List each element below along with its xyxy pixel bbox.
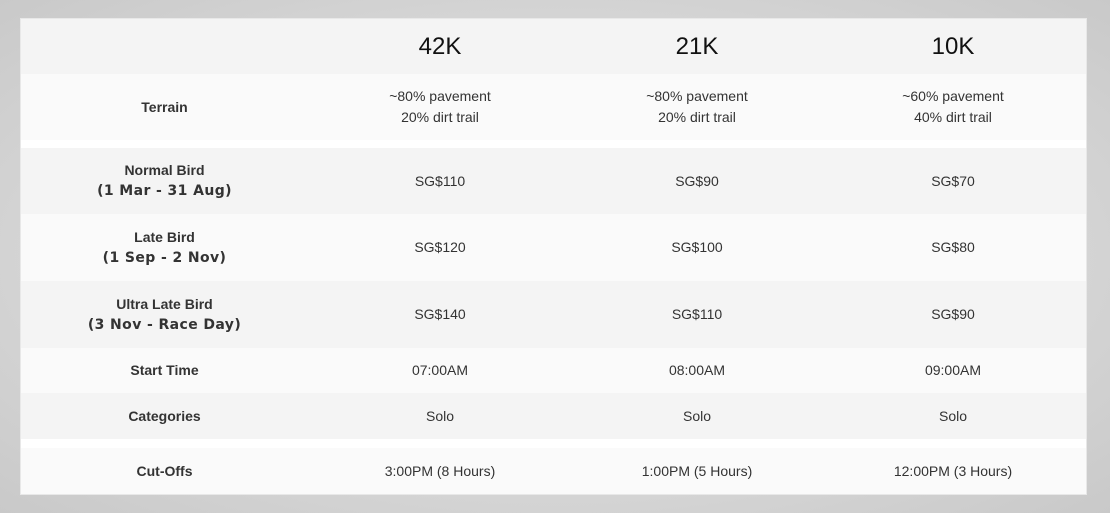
row-label: Start Time [21, 360, 308, 381]
row-label-dates: (1 Mar - 31 Aug) [97, 183, 232, 199]
table-row-normal-bird: Normal Bird (1 Mar - 31 Aug) SG$110 SG$9… [21, 148, 1086, 214]
row-divider [21, 140, 1086, 148]
cell-line: 40% dirt trail [914, 109, 992, 125]
column-header-21k: 21K [675, 33, 719, 60]
table-row-cut-offs: Cut-Offs 3:00PM (8 Hours) 1:00PM (5 Hour… [21, 448, 1086, 494]
table-cell: 07:00AM [411, 362, 469, 378]
column-header-10k: 10K [931, 33, 975, 60]
table-cell: SG$90 [675, 172, 719, 189]
row-label-main: Normal Bird [124, 162, 205, 178]
row-label-main: Ultra Late Bird [116, 295, 213, 312]
table-cell: 09:00AM [924, 362, 982, 378]
row-label: Cut-Offs [21, 461, 308, 482]
table-cell: ~80% pavement 20% dirt trail [312, 86, 568, 128]
table-cell: 1:00PM (5 Hours) [641, 462, 753, 479]
table-row-ultra-late-bird: Ultra Late Bird (3 Nov - Race Day) SG$14… [21, 281, 1086, 348]
row-divider [21, 439, 1086, 448]
table-cell: SG$70 [931, 172, 975, 189]
table-cell: 08:00AM [668, 362, 726, 378]
row-label-dates: (3 Nov - Race Day) [87, 316, 242, 333]
row-label: Late Bird (1 Sep - 2 Nov) [21, 227, 308, 269]
row-label-main: Categories [128, 407, 201, 424]
table-row-late-bird: Late Bird (1 Sep - 2 Nov) SG$120 SG$100 … [21, 214, 1086, 281]
table-cell: SG$90 [931, 306, 975, 322]
table-cell: SG$140 [414, 306, 466, 322]
table-row-terrain: Terrain ~80% pavement 20% dirt trail ~80… [21, 74, 1086, 140]
row-label: Ultra Late Bird (3 Nov - Race Day) [21, 294, 308, 336]
row-label-main: Late Bird [134, 228, 195, 245]
table-cell: ~80% pavement 20% dirt trail [570, 86, 824, 128]
table-cell: ~60% pavement 40% dirt trail [820, 86, 1086, 128]
table-cell: SG$110 [414, 172, 466, 189]
row-label: Categories [21, 406, 308, 427]
cell-line: ~80% pavement [646, 88, 748, 104]
table-cell: Solo [682, 407, 712, 424]
table-cell: SG$110 [671, 306, 723, 322]
row-label-main: Start Time [130, 362, 199, 378]
table-header-row: 42K 21K 10K [21, 19, 1086, 74]
table-cell: 12:00PM (3 Hours) [893, 462, 1013, 479]
table-row-start-time: Start Time 07:00AM 08:00AM 09:00AM [21, 348, 1086, 393]
table-cell: SG$80 [931, 239, 975, 255]
table-cell: Solo [938, 407, 968, 424]
row-label: Terrain [21, 97, 308, 118]
cell-line: ~60% pavement [902, 88, 1004, 104]
table-cell: SG$120 [414, 239, 466, 255]
table-row-categories: Categories Solo Solo Solo [21, 393, 1086, 439]
row-label-dates: (1 Sep - 2 Nov) [102, 249, 227, 266]
race-pricing-table: 42K 21K 10K Terrain ~80% pavement 20% di… [21, 19, 1086, 494]
table-cell: 3:00PM (8 Hours) [384, 462, 496, 479]
cell-line: 20% dirt trail [658, 109, 736, 125]
table-cell: SG$100 [671, 239, 723, 255]
row-label-main: Terrain [141, 98, 188, 115]
table-cell: Solo [425, 407, 455, 424]
row-label-main: Cut-Offs [136, 462, 193, 479]
cell-line: 20% dirt trail [401, 109, 479, 125]
cell-line: ~80% pavement [389, 88, 491, 104]
row-label: Normal Bird (1 Mar - 31 Aug) [21, 160, 308, 202]
column-header-42k: 42K [418, 33, 462, 60]
